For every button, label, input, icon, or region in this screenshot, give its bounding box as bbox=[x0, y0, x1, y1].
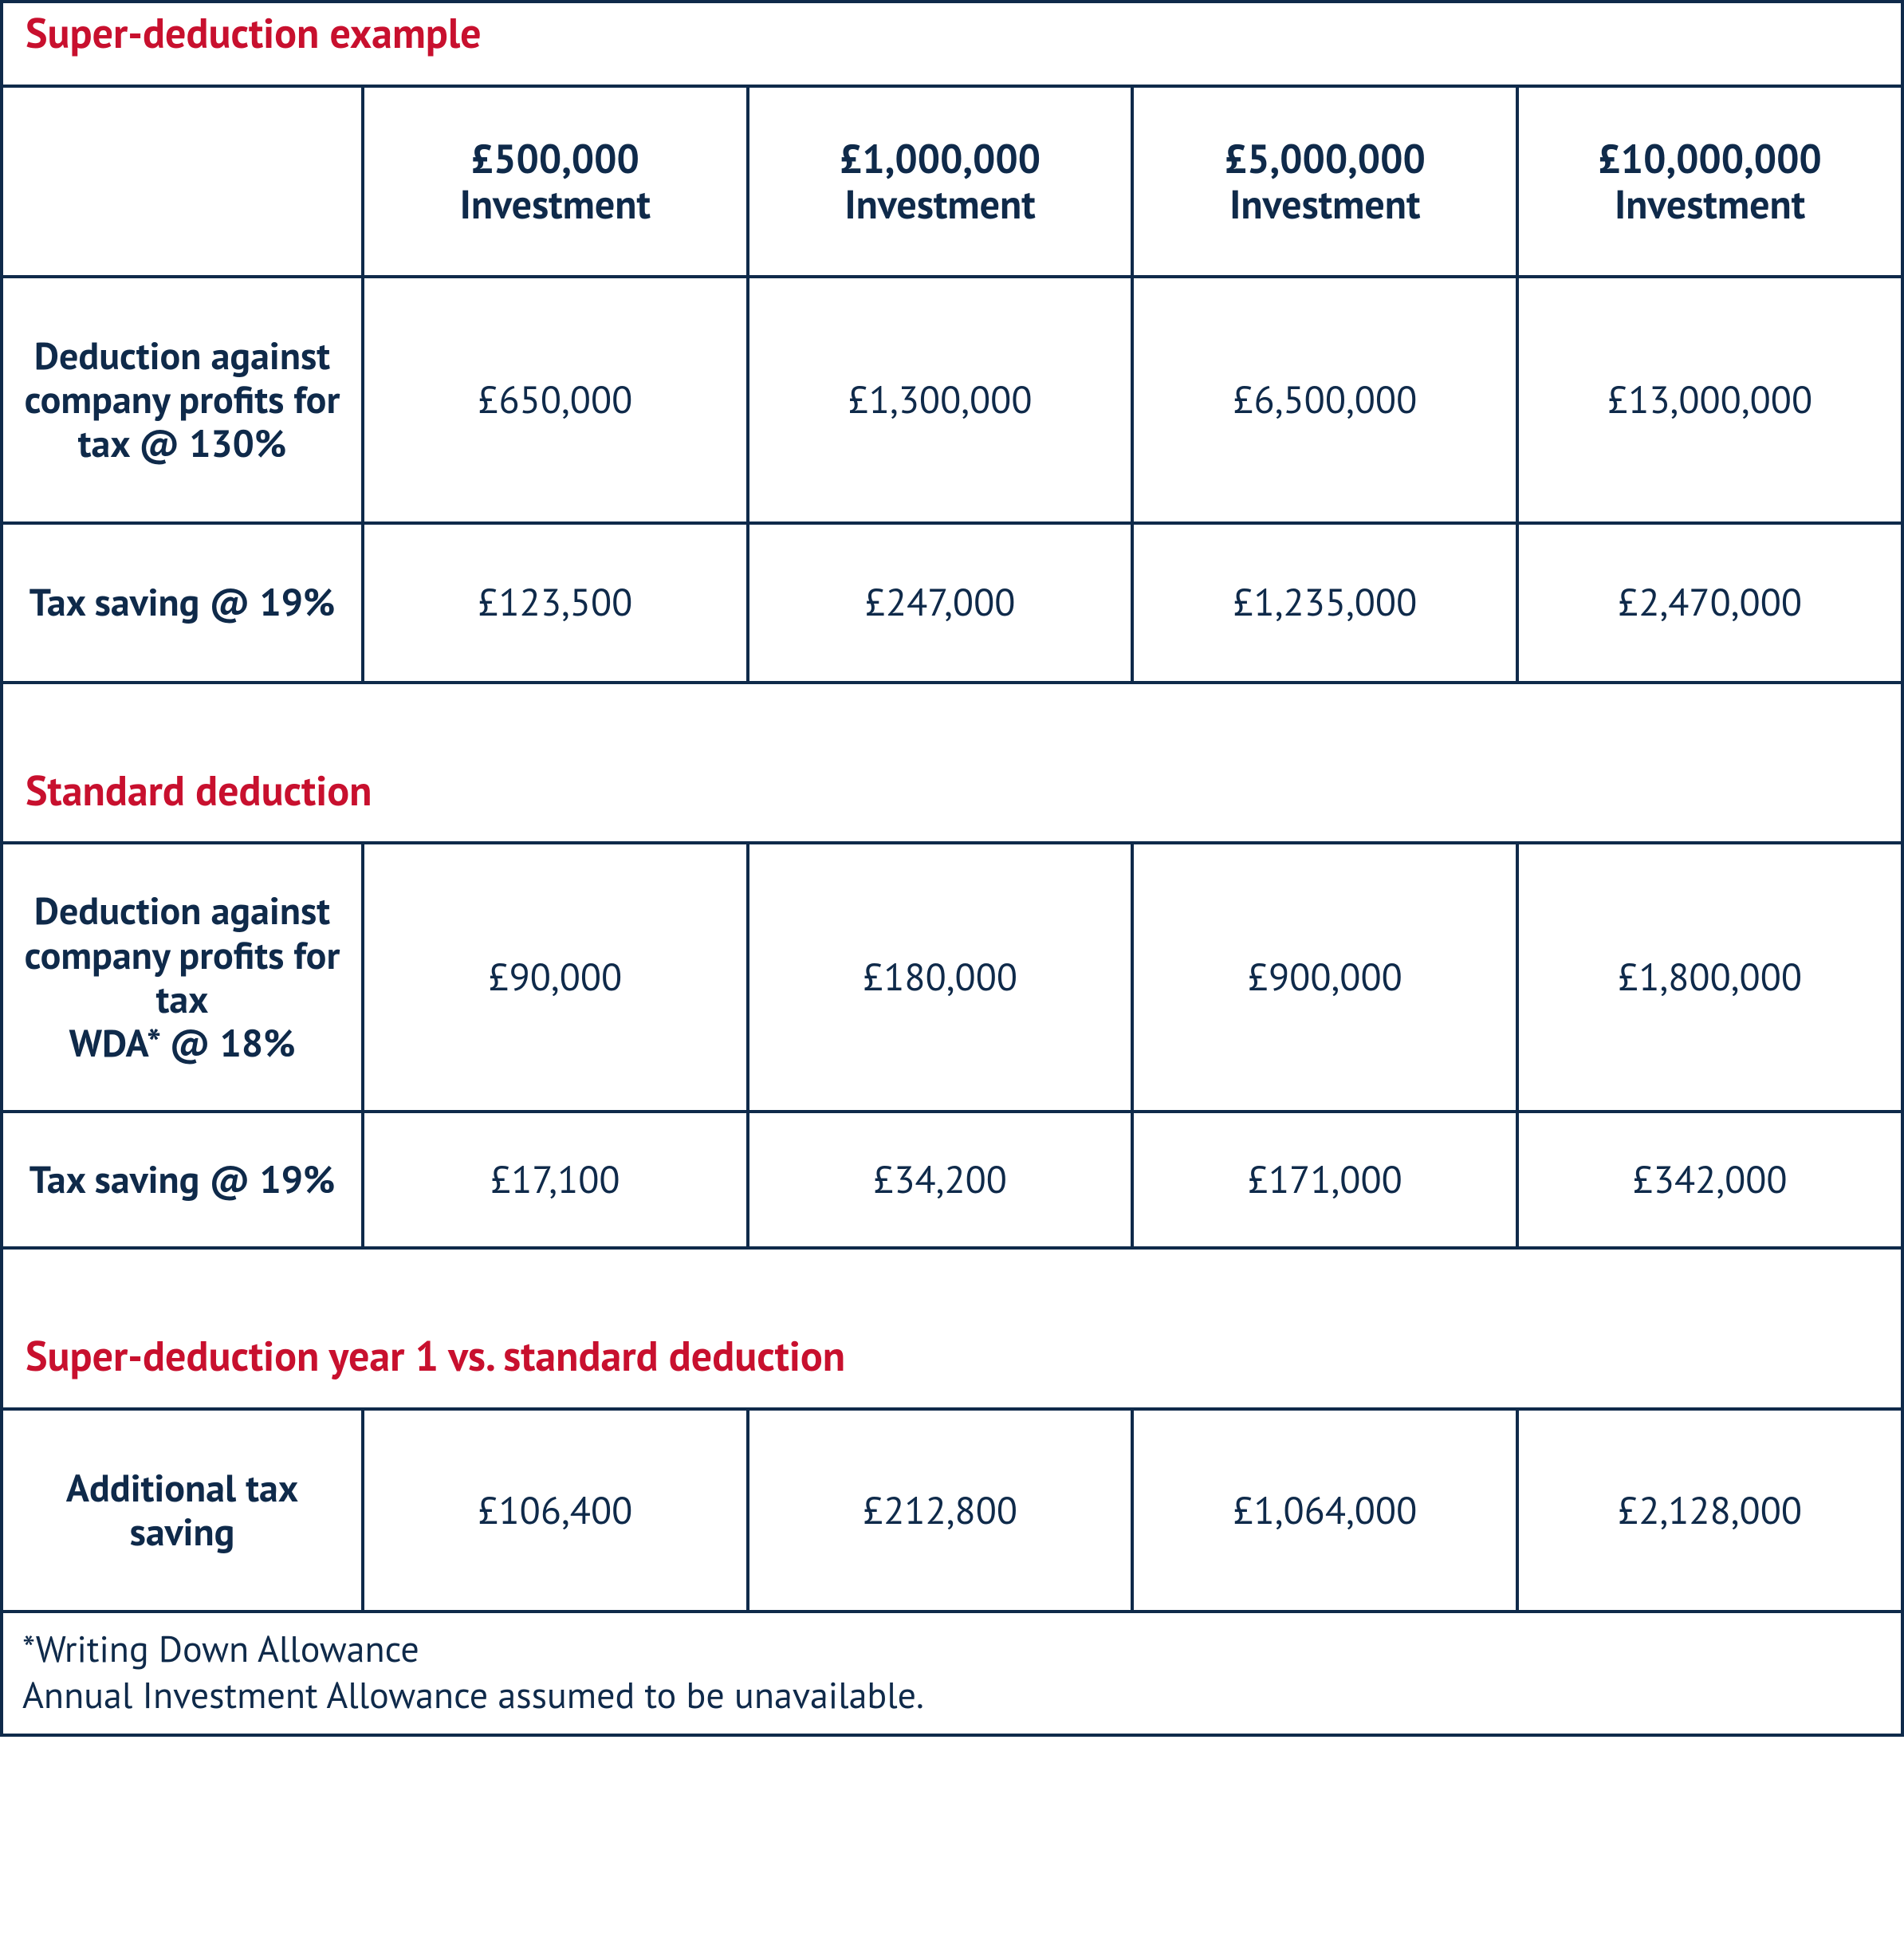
col-header: £500,000 Investment bbox=[363, 86, 748, 277]
col-header: £5,000,000 Investment bbox=[1132, 86, 1517, 277]
row-value: £1,300,000 bbox=[748, 277, 1133, 524]
row-value: £1,064,000 bbox=[1132, 1409, 1517, 1612]
section-header-super: Super-deduction example bbox=[2, 2, 1902, 86]
col-header: £10,000,000 Investment bbox=[1517, 86, 1902, 277]
row-label: Additional tax saving bbox=[2, 1409, 363, 1612]
table-row: Deduction against company profits for ta… bbox=[2, 277, 1902, 524]
row-value: £90,000 bbox=[363, 843, 748, 1112]
row-label: Deduction against company profits for ta… bbox=[2, 277, 363, 524]
section-gap bbox=[2, 1248, 1902, 1305]
table-row: Tax saving @ 19% £17,100 £34,200 £171,00… bbox=[2, 1112, 1902, 1248]
row-value: £123,500 bbox=[363, 523, 748, 682]
footnote-line: Annual Investment Allowance assumed to b… bbox=[22, 1671, 924, 1718]
table-row: Deduction against company profits for ta… bbox=[2, 843, 1902, 1112]
row-label: Tax saving @ 19% bbox=[2, 523, 363, 682]
row-value: £247,000 bbox=[748, 523, 1133, 682]
row-value: £900,000 bbox=[1132, 843, 1517, 1112]
section-header-compare: Super-deduction year 1 vs. standard dedu… bbox=[2, 1305, 1902, 1409]
row-value: £2,128,000 bbox=[1517, 1409, 1902, 1612]
section-gap bbox=[2, 683, 1902, 740]
col-header: £1,000,000 Investment bbox=[748, 86, 1133, 277]
table-row: Additional tax saving £106,400 £212,800 … bbox=[2, 1409, 1902, 1612]
section-title: Super-deduction year 1 vs. standard dedu… bbox=[2, 1305, 1902, 1409]
row-label: Tax saving @ 19% bbox=[2, 1112, 363, 1248]
row-value: £34,200 bbox=[748, 1112, 1133, 1248]
footnote: *Writing Down Allowance Annual Investmen… bbox=[2, 1612, 1902, 1735]
column-headers: £500,000 Investment £1,000,000 Investmen… bbox=[2, 86, 1902, 277]
deduction-comparison-table: Super-deduction example £500,000 Investm… bbox=[0, 0, 1904, 1737]
row-value: £212,800 bbox=[748, 1409, 1133, 1612]
row-value: £342,000 bbox=[1517, 1112, 1902, 1248]
row-value: £650,000 bbox=[363, 277, 748, 524]
row-value: £1,800,000 bbox=[1517, 843, 1902, 1112]
row-value: £2,470,000 bbox=[1517, 523, 1902, 682]
row-value: £180,000 bbox=[748, 843, 1133, 1112]
row-label: Deduction against company profits for ta… bbox=[2, 843, 363, 1112]
row-value: £106,400 bbox=[363, 1409, 748, 1612]
row-value: £171,000 bbox=[1132, 1112, 1517, 1248]
section-title: Standard deduction bbox=[2, 740, 1902, 844]
footnote-line: *Writing Down Allowance bbox=[22, 1624, 419, 1672]
row-value: £13,000,000 bbox=[1517, 277, 1902, 524]
row-value: £1,235,000 bbox=[1132, 523, 1517, 682]
row-value: £6,500,000 bbox=[1132, 277, 1517, 524]
col-header-empty bbox=[2, 86, 363, 277]
row-value: £17,100 bbox=[363, 1112, 748, 1248]
section-title: Super-deduction example bbox=[2, 2, 1902, 86]
table: Super-deduction example £500,000 Investm… bbox=[0, 0, 1904, 1737]
table-row: Tax saving @ 19% £123,500 £247,000 £1,23… bbox=[2, 523, 1902, 682]
section-header-standard: Standard deduction bbox=[2, 740, 1902, 844]
